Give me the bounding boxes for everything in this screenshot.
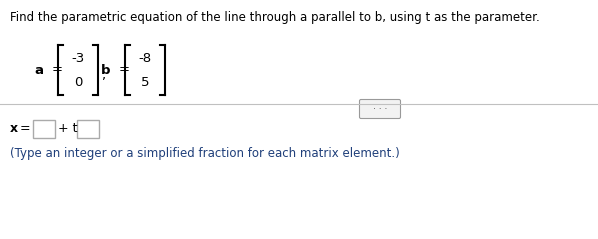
Text: -3: -3	[71, 51, 85, 65]
Text: ,: ,	[101, 69, 105, 81]
Bar	[33, 120, 55, 138]
Text: + t: + t	[58, 123, 78, 136]
Text: =: =	[119, 64, 130, 76]
Text: · · ·: · · ·	[373, 104, 387, 114]
Bar	[77, 120, 99, 138]
Text: b: b	[100, 64, 110, 76]
Text: -8: -8	[139, 51, 151, 65]
Text: x: x	[10, 123, 18, 136]
Text: a: a	[34, 64, 43, 76]
Text: 0: 0	[74, 76, 82, 88]
Text: 5: 5	[141, 76, 150, 88]
Text: =: =	[52, 64, 63, 76]
FancyBboxPatch shape	[359, 99, 401, 119]
Text: Find the parametric equation of the line through a parallel to b, using t as the: Find the parametric equation of the line…	[10, 11, 540, 24]
Text: =: =	[20, 123, 30, 136]
Text: (Type an integer or a simplified fraction for each matrix element.): (Type an integer or a simplified fractio…	[10, 147, 399, 160]
